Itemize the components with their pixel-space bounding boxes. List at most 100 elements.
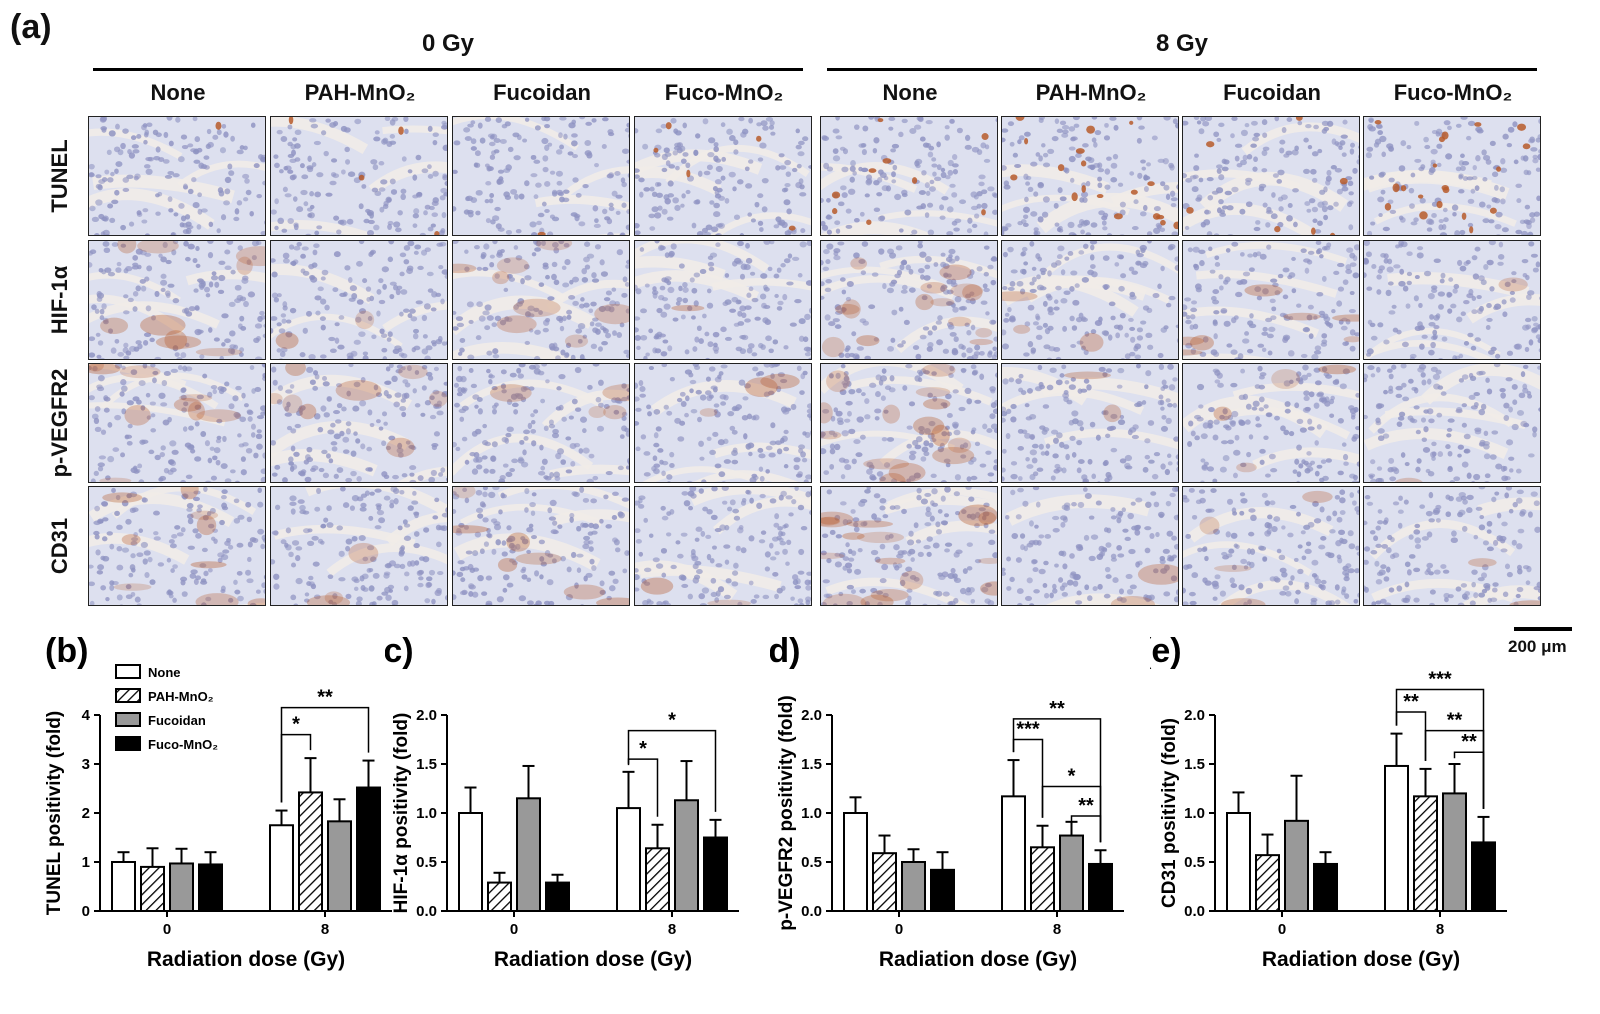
scale-bar <box>1514 627 1572 631</box>
micrograph-tile <box>1363 363 1541 483</box>
significance-bracket <box>1041 785 1102 843</box>
bar <box>356 786 381 913</box>
y-tick-label: 2.0 <box>801 707 822 724</box>
bar <box>674 799 699 912</box>
y-axis-label: CD31 positivity (fold) <box>1159 718 1180 908</box>
legend-label: Fuco-MnO₂ <box>148 737 218 752</box>
y-tick-label: 0.0 <box>1184 903 1205 920</box>
micrograph-tile <box>820 363 998 483</box>
significance-marker: * <box>292 714 300 736</box>
significance-bracket <box>280 706 370 803</box>
micrograph-tile <box>88 240 266 360</box>
row-header-0: TUNEL <box>47 139 72 213</box>
x-tick-label: 0 <box>163 921 171 938</box>
y-axis-label: p-VEGFR2 positivity (fold) <box>776 695 797 930</box>
bar <box>930 868 955 912</box>
panel-a-label: (a) <box>10 8 52 46</box>
column-header-6: Fucoidan <box>1223 80 1321 105</box>
bar <box>1030 846 1055 913</box>
y-tick-label: 1.5 <box>1184 756 1205 773</box>
dose-divider-1 <box>827 68 1537 71</box>
y-tick-label: 1 <box>82 854 90 871</box>
legend-swatch <box>115 688 141 703</box>
y-tick-label: 0.5 <box>1184 854 1205 871</box>
y-tick-label: 0.5 <box>416 854 437 871</box>
bar <box>111 861 136 912</box>
micrograph-tile <box>452 240 630 360</box>
legend-swatch <box>115 712 141 727</box>
bar <box>1413 795 1438 912</box>
dose-divider-0 <box>93 68 803 71</box>
dose-group-0: 0 Gy <box>421 30 475 57</box>
significance-marker: ** <box>1447 710 1463 732</box>
bar <box>1384 764 1409 912</box>
micrograph-tile <box>1001 486 1179 606</box>
micrograph-tile <box>1182 116 1360 236</box>
bar <box>516 797 541 912</box>
micrograph-tile <box>270 116 448 236</box>
y-tick-label: 1.0 <box>1184 805 1205 822</box>
legend-swatch <box>115 736 141 751</box>
bar <box>458 812 483 912</box>
row-header-3: CD31 <box>47 517 72 575</box>
micrograph-tile <box>1182 240 1360 360</box>
micrograph-tile <box>820 116 998 236</box>
significance-bracket <box>1453 751 1485 809</box>
chart-pvegfr2: (d)0.00.51.01.52.008********Radiation do… <box>770 632 1124 971</box>
micrograph-tile <box>1182 363 1360 483</box>
micrograph-tile <box>270 486 448 606</box>
y-tick-label: 1.5 <box>801 756 822 773</box>
y-tick-label: 1.0 <box>416 805 437 822</box>
column-header-2: Fucoidan <box>493 80 591 105</box>
dose-group-1: 8 Gy <box>1155 30 1209 57</box>
bar <box>1059 834 1084 912</box>
y-tick-label: 0.0 <box>801 903 822 920</box>
bar <box>269 824 294 912</box>
y-tick-label: 2.0 <box>416 707 437 724</box>
significance-marker: * <box>668 710 676 732</box>
micrograph-tile <box>820 486 998 606</box>
bar <box>1313 862 1338 913</box>
y-tick-label: 4 <box>82 707 91 724</box>
bar <box>616 807 641 913</box>
y-tick-label: 2.0 <box>1184 707 1205 724</box>
micrograph-tile <box>1182 486 1360 606</box>
x-tick-label: 0 <box>510 921 518 938</box>
y-axis-label: TUNEL positivity (fold) <box>44 711 65 915</box>
micrograph-tile <box>88 116 266 236</box>
significance-marker: *** <box>1016 719 1040 741</box>
micrograph-tile <box>634 116 812 236</box>
x-axis-label: Radiation dose (Gy) <box>147 948 345 971</box>
significance-marker: * <box>1068 766 1076 788</box>
panel-label: (c) <box>385 632 414 670</box>
bar <box>1442 792 1467 912</box>
micrograph-tile <box>452 116 630 236</box>
y-tick-label: 2 <box>82 805 90 822</box>
micrograph-tile <box>1363 116 1541 236</box>
x-axis-label: Radiation dose (Gy) <box>879 948 1077 971</box>
micrograph-tile <box>452 363 630 483</box>
bar <box>487 881 512 912</box>
x-tick-label: 8 <box>1053 921 1061 938</box>
micrograph-tile <box>634 486 812 606</box>
bar <box>140 865 165 912</box>
significance-bracket <box>1012 718 1102 843</box>
chart-hif1a: (c) 0.0 0.5 1.0 1.5 2.0 0 8 * * Radiation dose (Gy… <box>385 632 739 971</box>
micrograph-tile <box>1363 486 1541 606</box>
micrograph-tile <box>1001 116 1179 236</box>
bar <box>901 861 926 912</box>
column-header-1: PAH-MnO₂ <box>304 80 416 105</box>
micrograph-tile <box>1363 240 1541 360</box>
bar <box>327 820 352 912</box>
panel-label: (e) <box>1150 632 1182 670</box>
x-tick-label: 8 <box>321 921 329 938</box>
bar <box>1001 795 1026 912</box>
significance-marker: * <box>639 738 647 760</box>
bar <box>1471 841 1496 912</box>
panel-label: (d) <box>770 632 800 670</box>
column-header-3: Fuco-MnO₂ <box>664 80 784 105</box>
column-header-5: PAH-MnO₂ <box>1035 80 1147 105</box>
x-tick-label: 0 <box>1278 921 1286 938</box>
y-tick-label: 1.5 <box>416 756 437 773</box>
